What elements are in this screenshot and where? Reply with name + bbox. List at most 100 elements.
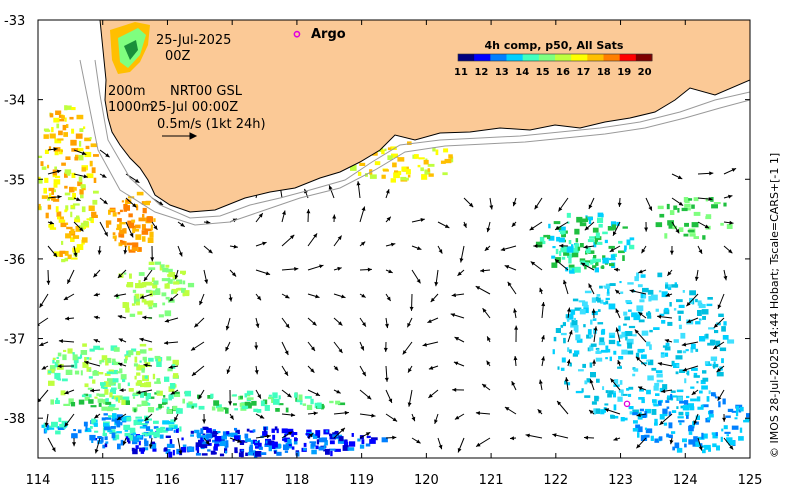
sst-pixel [38,203,41,210]
sst-pixel [639,299,645,303]
sst-pixel [601,265,604,269]
sst-pixel [282,438,286,441]
current-arrow [57,364,75,369]
sst-pixel [40,161,44,166]
sst-pixel [338,436,344,442]
current-arrow [533,244,542,248]
sst-pixel [648,295,652,302]
sst-pixel [595,347,600,351]
current-arrow [66,269,75,285]
current-arrow [637,386,647,391]
sst-pixel [555,328,561,333]
sst-pixel [592,318,597,321]
sst-pixel [143,358,147,363]
sst-pixel [689,406,695,411]
sst-pixel [635,424,641,428]
sst-pixel [54,372,61,379]
sst-pixel [64,169,72,174]
sst-pixel [654,438,660,443]
sst-pixel [142,447,149,451]
current-arrow [592,359,597,367]
sst-pixel [58,417,62,422]
current-arrow [407,365,413,373]
sst-pixel [633,314,641,321]
current-arrow [117,315,127,319]
sst-pixel [572,298,579,302]
sst-pixel [618,356,624,360]
sst-pixel [191,405,194,409]
current-arrow [41,365,49,370]
current-arrow [97,245,102,255]
current-arrow [333,293,346,299]
sst-pixel [620,391,624,396]
sst-pixel [625,336,628,341]
sst-pixel [241,405,249,410]
current-arrow [307,432,314,439]
current-arrow [402,341,413,355]
sst-pixel [668,224,675,229]
sst-pixel [699,336,706,342]
current-arrow [281,389,292,398]
current-arrow [229,269,237,277]
sst-pixel [52,198,60,202]
sst-pixel [629,411,633,415]
current-arrow [255,212,264,223]
lon-tick-label: 125 [738,473,763,488]
sst-pixel [679,422,682,426]
sst-pixel [129,273,132,279]
sst-pixel [80,184,86,189]
sst-pixel [587,216,593,221]
sst-pixel [695,421,699,425]
sst-pixel [126,417,132,421]
sst-pixel [247,397,254,400]
sst-pixel [567,246,571,250]
sst-pixel [740,406,744,412]
current-arrow [507,281,517,295]
sst-pixel [56,211,62,217]
current-arrow [457,269,465,277]
sst-pixel [64,250,69,256]
sst-pixel [69,116,74,120]
sst-pixel [146,402,150,405]
velocity-scale-arrow [162,132,198,140]
sst-pixel [91,217,94,224]
sst-pixel [539,236,545,243]
sst-pixel [200,428,204,435]
current-arrow [589,378,595,391]
sst-pixel [120,439,124,446]
current-arrow [712,341,725,350]
sst-pixel [121,399,126,405]
sst-pixel [681,207,688,212]
sst-pixel [315,445,319,450]
sst-pixel [381,437,388,443]
sst-pixel [134,356,138,363]
current-arrow [359,431,371,439]
current-arrow [486,221,491,233]
sst-pixel [47,198,50,201]
sst-pixel [125,355,128,361]
sst-pixel [48,146,52,151]
sst-pixel [569,349,572,354]
sst-pixel [118,397,121,403]
sst-pixel [104,389,109,395]
sst-pixel [136,380,143,385]
sst-pixel [329,448,336,451]
sst-pixel [184,290,190,296]
sst-pixel [617,344,622,347]
sst-pixel [719,347,727,352]
sst-pixel [69,186,75,193]
sst-pixel [286,428,294,435]
sst-pixel [702,433,708,439]
sst-pixel [650,435,654,441]
sst-pixel [241,449,244,453]
sst-pixel [666,397,674,401]
current-arrow [383,341,388,352]
sst-pixel [609,356,612,362]
sst-pixel [632,412,638,416]
sst-pixel [92,379,96,384]
sst-pixel [721,326,726,332]
current-arrow [359,413,376,418]
current-arrow [409,293,414,311]
sst-pixel [600,349,608,353]
sst-pixel [127,382,130,387]
